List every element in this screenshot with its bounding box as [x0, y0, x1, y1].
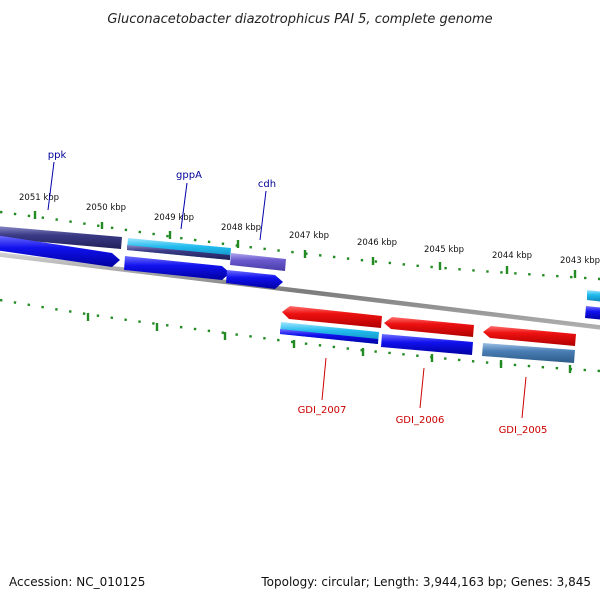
leader-ppk: [47, 161, 55, 211]
scale-label: 2046 kbp: [357, 238, 397, 248]
gene-arrow-reverse: [483, 326, 576, 346]
gene-label: GDI_2005: [499, 425, 548, 436]
gene-arrow-reverse: [384, 317, 474, 337]
scale-label: 2048 kbp: [221, 223, 261, 233]
map-title: Gluconacetobacter diazotrophicus PAI 5, …: [107, 12, 492, 27]
gene-edge-top-2: [585, 306, 600, 320]
gene-cdh: [230, 253, 286, 271]
scale-labels: 2051 kbp 2050 kbp 2049 kbp 2048 kbp 2047…: [19, 193, 600, 266]
leader-cdh: [259, 190, 267, 241]
gene-label: GDI_2007: [298, 405, 347, 416]
gene-arrow: [124, 256, 230, 280]
gene-GDI_2005: [482, 343, 575, 363]
gene-labels-bottom: GDI_2007 GDI_2006 GDI_2005: [298, 405, 548, 436]
leader-GDI_2006: [419, 367, 425, 409]
scale-label: 2045 kbp: [424, 245, 464, 255]
gene-track-bottom-1: [282, 306, 576, 346]
gene-arrow: [0, 235, 120, 267]
gene-label: gppA: [176, 170, 202, 181]
gene-label: GDI_2006: [396, 415, 445, 426]
gene-label: cdh: [258, 179, 276, 190]
gene-labels-top: ppk gppA cdh: [48, 150, 276, 190]
scale-label: 2043 kbp: [560, 256, 600, 266]
leader-GDI_2005: [521, 376, 527, 419]
accession-label: Accession: NC_010125: [9, 575, 145, 589]
genome-summary: Topology: circular; Length: 3,944,163 bp…: [260, 575, 591, 589]
gene-ppk: [0, 226, 122, 249]
major-ticks: [33, 211, 577, 373]
gene-track-bottom-2: [280, 322, 575, 363]
scale-label: 2044 kbp: [492, 251, 532, 261]
gene-arrow-reverse: [282, 306, 382, 328]
gene-track-top-2: [0, 235, 600, 320]
scale-label: 2050 kbp: [86, 203, 126, 213]
gene-arrow: [226, 270, 283, 289]
leader-gppA: [180, 182, 188, 230]
scale-label: 2047 kbp: [289, 231, 329, 241]
gene-track-top-1: [0, 226, 600, 302]
gene-label-leaders: [47, 161, 527, 419]
genome-backbone: [0, 252, 600, 330]
leader-GDI_2007: [321, 357, 327, 401]
scale-label: 2049 kbp: [154, 213, 194, 223]
gene-GDI_2006: [381, 334, 473, 355]
gene-gppA-lower-stripe: [127, 245, 230, 260]
gene-edge-top: [587, 290, 600, 302]
gene-label: ppk: [48, 150, 67, 161]
gene-GDI_2007-lower-stripe: [280, 329, 378, 344]
scale-label: 2051 kbp: [19, 193, 59, 203]
